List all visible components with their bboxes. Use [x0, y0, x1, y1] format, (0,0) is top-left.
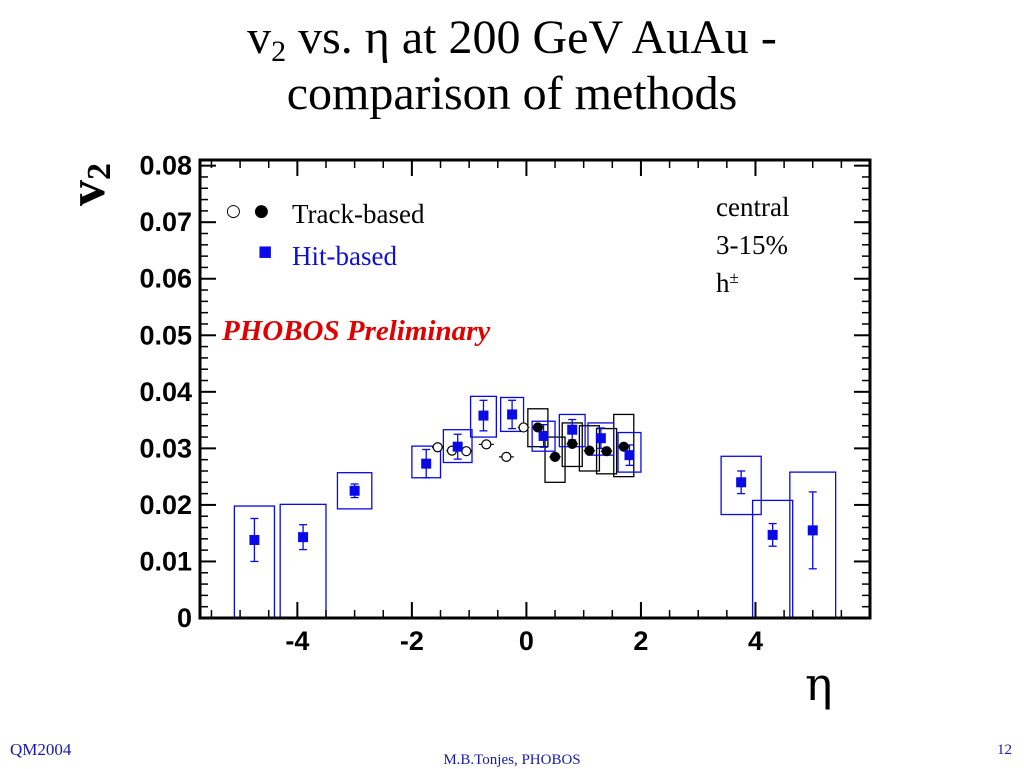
- x-tick-label: -4: [285, 626, 309, 656]
- y-tick-label: 0.02: [139, 490, 192, 520]
- track-point-closed: [567, 438, 578, 449]
- track-point-open: [481, 439, 492, 450]
- title-rest: vs. η at 200 GeV AuAu -: [286, 11, 777, 64]
- y-tick-label: 0.05: [139, 320, 192, 350]
- legend-track-closed-symbol: ●: [254, 201, 269, 221]
- y-tick-label: 0.03: [139, 433, 192, 463]
- x-axis-label: η: [805, 657, 833, 711]
- centrality-range-label: 3-15%: [716, 230, 788, 260]
- data-markers: [249, 409, 818, 545]
- hit-point: [807, 525, 818, 536]
- author-label: M.B.Tonjes, PHOBOS: [443, 752, 581, 768]
- y-tick-label: 0.06: [139, 264, 192, 294]
- hit-point: [595, 433, 606, 444]
- slide-title-line2: comparison of methods: [286, 67, 738, 120]
- plot-frame: [198, 158, 872, 620]
- hit-point: [567, 424, 578, 435]
- title-subscript: 2: [271, 35, 287, 68]
- slide-number: 12: [997, 742, 1012, 758]
- hit-point: [478, 410, 489, 421]
- x-tick-label: -2: [400, 626, 424, 656]
- hit-systematic-box: [499, 396, 525, 433]
- hit-point: [538, 430, 549, 441]
- conference-label: QM2004: [10, 740, 72, 759]
- centrality-label: central: [716, 192, 789, 222]
- title-v-symbol: v: [247, 11, 272, 64]
- legend-hit-symbol: ■: [258, 242, 272, 260]
- hit-point: [736, 477, 747, 488]
- hit-point: [507, 409, 518, 420]
- x-tick-label: 0: [519, 626, 534, 656]
- hit-point: [298, 532, 309, 543]
- hit-point: [624, 450, 635, 461]
- hit-systematic-box: [720, 455, 762, 516]
- hit-point: [421, 458, 432, 469]
- track-point-open: [518, 422, 529, 433]
- y-axis-label: v2: [59, 163, 118, 206]
- hit-systematic-box: [531, 420, 556, 452]
- hit-systematic-box: [442, 429, 473, 464]
- y-tick-label: 0.07: [139, 207, 192, 237]
- track-point-closed: [618, 441, 629, 452]
- y-tick-label: 0.04: [139, 377, 192, 407]
- track-point-closed: [549, 451, 561, 462]
- hit-point: [349, 485, 360, 496]
- legend-hit-label: Hit-based: [292, 241, 397, 271]
- y-tick-label: 0: [177, 603, 192, 633]
- v2-vs-eta-chart: 0 0.01 0.02 0.03 0.04 0.05 0.06 0.07 0.08 -4 -2 0 2 4…: [59, 151, 872, 711]
- hit-systematic-box: [751, 499, 794, 619]
- hit-point: [452, 441, 463, 452]
- track-point-closed: [584, 445, 595, 456]
- hit-systematic-box: [279, 503, 327, 619]
- hit-systematic-box: [617, 431, 642, 473]
- preliminary-label: PHOBOS Preliminary: [221, 315, 490, 347]
- x-tick-label: 4: [748, 626, 763, 656]
- slide-title-line1: v2 vs. η at 200 GeV AuAu -: [0, 10, 1024, 68]
- track-point-closed: [532, 422, 543, 433]
- hit-systematic-box: [336, 472, 373, 510]
- hit-systematic-box: [469, 395, 497, 438]
- hit-systematic-box: [587, 422, 615, 456]
- track-systematic-box: [595, 427, 618, 475]
- species-label: h±: [716, 268, 739, 298]
- track-point-open: [501, 451, 512, 462]
- x-tick-label: 2: [633, 626, 648, 656]
- y-tick-label: 0.08: [139, 151, 192, 181]
- systematic-boxes: [233, 395, 837, 619]
- axis-ticks: [200, 160, 870, 619]
- track-point-closed: [601, 446, 612, 457]
- hit-point: [767, 529, 778, 540]
- track-point-open: [461, 446, 472, 457]
- track-point-open: [432, 442, 443, 453]
- y-tick-label: 0.01: [139, 546, 192, 576]
- legend-track-open-symbol: ○: [226, 201, 241, 221]
- hit-point: [249, 534, 260, 545]
- legend-track-label: Track-based: [292, 199, 425, 229]
- slide-title: v2 vs. η at 200 GeV AuAu - comparison of…: [0, 10, 1024, 122]
- axis-tick-labels: 0 0.01 0.02 0.03 0.04 0.05 0.06 0.07 0.08 -4 -2 0 2 4: [139, 151, 763, 656]
